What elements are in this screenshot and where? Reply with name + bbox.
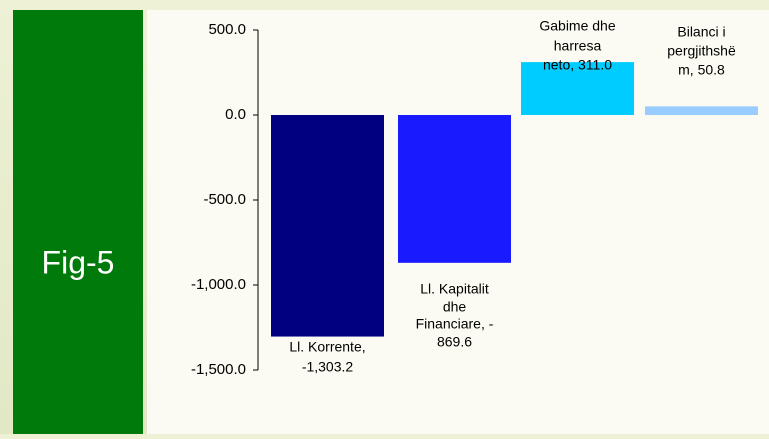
bar — [645, 106, 758, 115]
data-label: Bilanci i — [677, 24, 725, 40]
bar — [521, 62, 634, 115]
data-label: neto, 311.0 — [543, 57, 612, 73]
figure-label: Fig-5 — [42, 244, 115, 280]
data-label: Gabime dhe — [539, 18, 615, 34]
y-tick-label: 0.0 — [225, 106, 246, 123]
data-label: Ll. Kapitalit — [420, 281, 489, 297]
side-panel — [13, 10, 143, 434]
data-label: 869.6 — [437, 334, 472, 350]
data-label: Financiare, - — [416, 316, 494, 332]
y-tick-label: -500.0 — [203, 191, 246, 208]
bar — [398, 115, 511, 263]
y-tick-label: -1,500.0 — [191, 361, 246, 378]
y-tick-label: 500.0 — [208, 21, 246, 38]
data-label: -1,303.2 — [302, 359, 354, 375]
y-tick-label: -1,000.0 — [191, 276, 246, 293]
bar — [271, 115, 384, 337]
data-label: harresa — [554, 38, 602, 54]
data-label: pergjithshë — [667, 43, 736, 59]
data-label: dhe — [443, 299, 467, 315]
data-label: m, 50.8 — [678, 62, 725, 78]
data-label: Ll. Korrente, — [289, 339, 365, 355]
